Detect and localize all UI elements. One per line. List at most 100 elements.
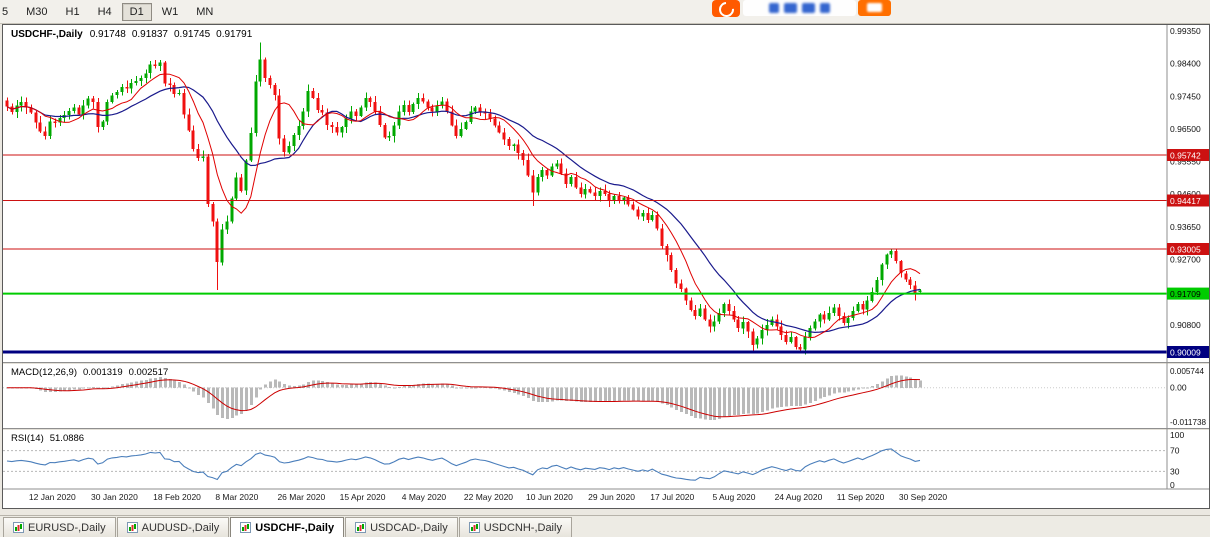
candle-body	[191, 130, 195, 149]
date-label: 12 Jan 2020	[29, 492, 76, 502]
chart-tab-audusddaily[interactable]: AUDUSD-,Daily	[116, 517, 230, 537]
macd-bar	[780, 387, 783, 407]
candle-body	[478, 107, 482, 112]
candle-body	[325, 112, 329, 125]
macd-bar	[188, 387, 191, 389]
macd-bar	[345, 385, 348, 388]
macd-bar	[331, 383, 334, 388]
macd-bar	[465, 387, 468, 389]
macd-axis-min: -0.011738	[1170, 417, 1206, 427]
candle-body	[660, 228, 664, 246]
date-label: 26 Mar 2020	[277, 492, 325, 502]
timeframe-button-m30[interactable]: M30	[18, 3, 55, 21]
candle-body	[712, 321, 716, 327]
chart-tab-usdchfdaily[interactable]: USDCHF-,Daily	[230, 517, 345, 537]
macd-bar	[575, 387, 578, 402]
chart-tab-usdcaddaily[interactable]: USDCAD-,Daily	[345, 517, 458, 537]
candle-body	[153, 64, 157, 66]
price-tick-label: 0.94600	[1170, 189, 1201, 199]
macd-bar	[570, 387, 573, 401]
macd-bar	[680, 387, 683, 412]
macd-bar	[718, 387, 721, 419]
candle-body	[842, 316, 846, 324]
macd-bar	[756, 387, 759, 414]
date-label: 11 Sep 2020	[837, 492, 885, 502]
candle-body	[851, 311, 855, 318]
timeframe-button-w1[interactable]: W1	[154, 3, 187, 21]
macd-bar	[393, 387, 396, 389]
timeframe-button-d1[interactable]: D1	[121, 2, 152, 21]
candle-body	[440, 101, 444, 106]
macd-bar	[173, 380, 176, 388]
macd-bar	[604, 387, 607, 402]
candle-body	[493, 118, 497, 126]
macd-bar	[642, 387, 645, 402]
candle-body	[172, 84, 176, 94]
candle-body	[282, 138, 286, 153]
panel-separator[interactable]	[3, 362, 1209, 365]
macd-bar	[159, 377, 162, 388]
candle-body	[211, 203, 215, 222]
price-badge-label: 0.94417	[1170, 196, 1201, 206]
macd-bar	[355, 384, 358, 388]
chart-tab-label: USDCHF-,Daily	[255, 521, 335, 534]
macd-bar	[886, 378, 889, 388]
macd-bar	[417, 383, 420, 388]
candle-body	[316, 98, 320, 110]
candle-body	[115, 91, 119, 96]
candle-body	[689, 300, 693, 310]
rsi-axis-label: 30	[1170, 466, 1180, 476]
candle-body	[607, 194, 611, 202]
macd-bar	[288, 385, 291, 388]
date-label: 30 Jan 2020	[91, 492, 138, 502]
price-badge-label: 0.95742	[1170, 150, 1201, 160]
chart-tab-usdcnhdaily[interactable]: USDCNH-,Daily	[458, 517, 572, 537]
macd-bar	[742, 387, 745, 414]
candle-body	[163, 62, 167, 84]
price-chart-canvas[interactable]: 0.99350 0.98400 0.97450 0.96500 0.95550 0.946…	[3, 25, 1209, 506]
macd-bar	[231, 387, 234, 418]
macd-bar	[102, 387, 105, 389]
macd-bar	[212, 387, 215, 409]
timeframe-button-5[interactable]: 5	[0, 3, 16, 21]
macd-bar	[623, 387, 626, 401]
candle-body	[918, 290, 922, 293]
candle-body	[564, 173, 568, 184]
macd-bar	[699, 387, 702, 419]
panel-separator[interactable]	[3, 428, 1209, 431]
chart-tab-eurusddaily[interactable]: EURUSD-,Daily	[3, 517, 116, 537]
candle-body	[392, 125, 396, 136]
timeframe-button-h1[interactable]: H1	[58, 3, 88, 21]
date-label: 4 May 2020	[402, 492, 447, 502]
candle-body	[297, 126, 301, 136]
macd-bar	[259, 387, 262, 390]
macd-bar	[560, 387, 563, 401]
candle-body	[91, 98, 95, 103]
macd-bar	[761, 387, 764, 413]
macd-bar	[814, 387, 817, 401]
macd-bar	[111, 386, 114, 388]
macd-bar	[97, 387, 100, 389]
candle-body	[540, 170, 544, 178]
macd-bar	[255, 387, 258, 398]
ma-fast-line	[6, 73, 921, 339]
macd-bar	[685, 387, 688, 415]
macd-bar	[422, 383, 425, 388]
candle-body	[603, 190, 607, 195]
timeframe-button-h4[interactable]: H4	[90, 3, 120, 21]
candle-body	[268, 78, 272, 85]
macd-bar	[307, 382, 310, 388]
timeframe-button-mn[interactable]: MN	[188, 3, 221, 21]
macd-bar	[723, 387, 726, 417]
candle-body	[784, 335, 788, 342]
date-label: 5 Aug 2020	[712, 492, 755, 502]
macd-bar	[293, 385, 296, 388]
macd-bar	[613, 387, 616, 402]
date-label: 8 Mar 2020	[215, 492, 258, 502]
candle-body	[870, 292, 874, 301]
candle-body	[894, 250, 898, 262]
macd-bar	[73, 387, 76, 390]
candle-body	[411, 104, 415, 112]
macd-bar	[599, 387, 602, 402]
chart-tabbar: EURUSD-,Daily AUDUSD-,Daily USDCHF-,Daily U…	[0, 515, 1210, 537]
